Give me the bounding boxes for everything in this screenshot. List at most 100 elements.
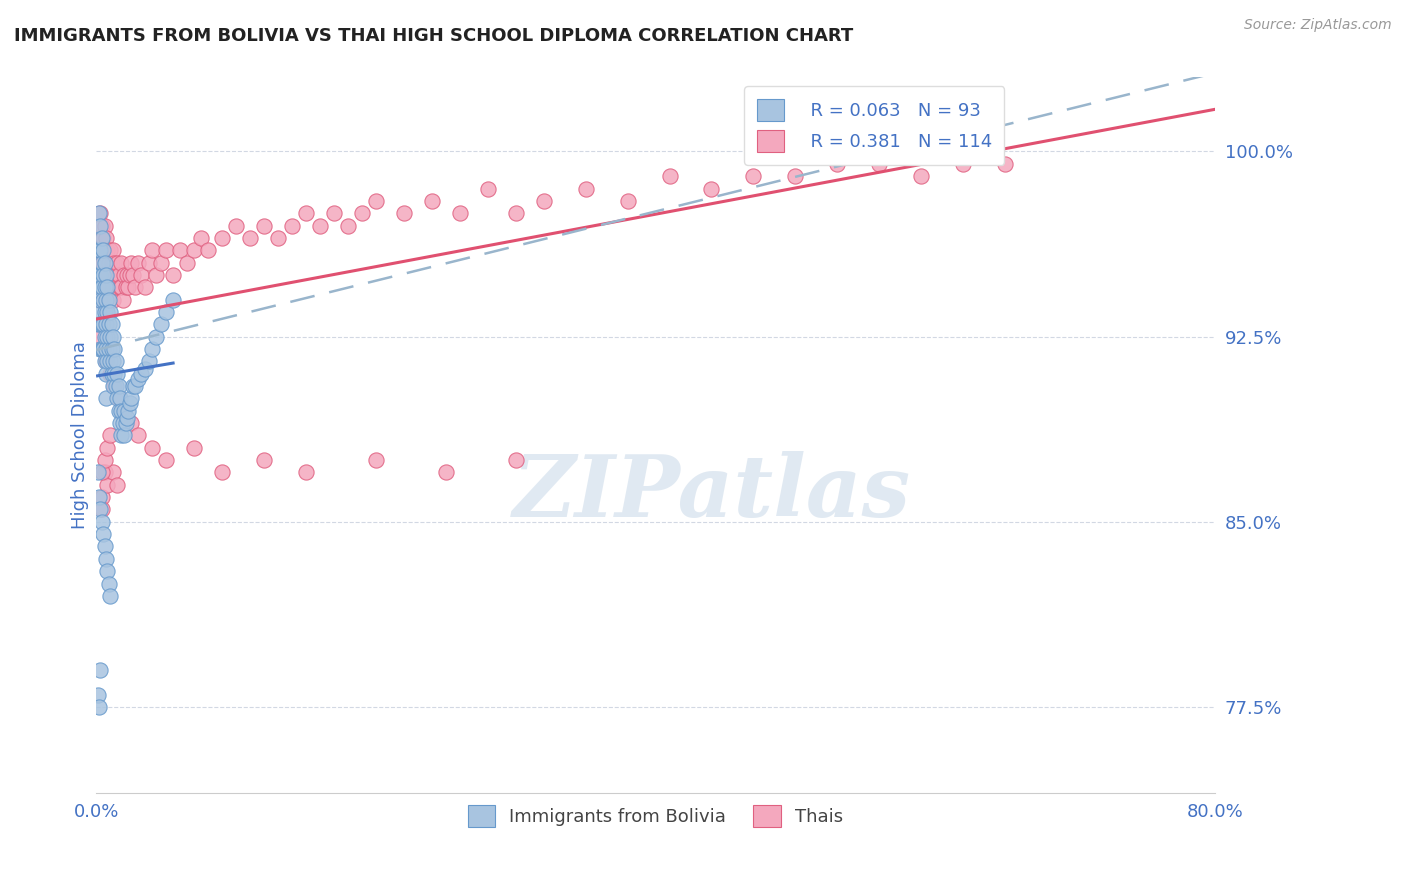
- Point: [98, 367, 121, 381]
- Point: [98, 268, 121, 282]
- Legend: Immigrants from Bolivia, Thais: Immigrants from Bolivia, Thais: [461, 798, 851, 834]
- Point: [149, 255, 172, 269]
- Point: [93, 305, 115, 319]
- Point: [89, 244, 111, 258]
- Point: [112, 403, 135, 417]
- Point: [87, 490, 110, 504]
- Point: [93, 466, 115, 480]
- Point: [96, 477, 118, 491]
- Point: [101, 379, 124, 393]
- Point: [97, 318, 120, 332]
- Point: [107, 268, 129, 282]
- Point: [91, 268, 114, 282]
- Point: [129, 268, 152, 282]
- Point: [93, 540, 115, 554]
- Y-axis label: High School Diploma: High School Diploma: [72, 342, 89, 529]
- Point: [155, 453, 177, 467]
- Point: [127, 428, 149, 442]
- Point: [477, 181, 499, 195]
- Point: [111, 416, 134, 430]
- Point: [90, 280, 112, 294]
- Point: [575, 181, 598, 195]
- Point: [96, 441, 118, 455]
- Point: [90, 342, 112, 356]
- Point: [89, 502, 111, 516]
- Point: [103, 342, 125, 356]
- Point: [420, 194, 443, 208]
- Point: [141, 441, 163, 455]
- Point: [225, 219, 247, 233]
- Point: [162, 268, 184, 282]
- Point: [211, 231, 233, 245]
- Point: [350, 206, 373, 220]
- Point: [101, 354, 124, 368]
- Point: [86, 318, 108, 332]
- Point: [89, 268, 111, 282]
- Point: [197, 244, 219, 258]
- Point: [86, 466, 108, 480]
- Point: [533, 194, 555, 208]
- Point: [211, 466, 233, 480]
- Point: [103, 255, 125, 269]
- Point: [94, 255, 117, 269]
- Point: [97, 280, 120, 294]
- Point: [104, 268, 127, 282]
- Point: [97, 255, 120, 269]
- Point: [134, 280, 156, 294]
- Point: [103, 367, 125, 381]
- Point: [107, 379, 129, 393]
- Point: [103, 379, 125, 393]
- Point: [127, 255, 149, 269]
- Point: [93, 244, 115, 258]
- Point: [90, 231, 112, 245]
- Point: [120, 392, 142, 406]
- Point: [434, 466, 457, 480]
- Point: [91, 231, 114, 245]
- Point: [98, 244, 121, 258]
- Point: [91, 342, 114, 356]
- Point: [98, 329, 121, 343]
- Point: [98, 589, 121, 603]
- Point: [93, 280, 115, 294]
- Point: [89, 219, 111, 233]
- Point: [120, 416, 142, 430]
- Point: [104, 354, 127, 368]
- Point: [253, 453, 276, 467]
- Point: [97, 576, 120, 591]
- Point: [117, 280, 139, 294]
- Point: [700, 181, 723, 195]
- Point: [267, 231, 290, 245]
- Point: [87, 206, 110, 220]
- Point: [96, 564, 118, 578]
- Point: [89, 255, 111, 269]
- Point: [89, 342, 111, 356]
- Point: [100, 280, 122, 294]
- Point: [90, 515, 112, 529]
- Point: [145, 329, 167, 343]
- Point: [91, 293, 114, 307]
- Point: [86, 688, 108, 702]
- Point: [155, 244, 177, 258]
- Point: [309, 219, 332, 233]
- Point: [111, 293, 134, 307]
- Point: [121, 268, 143, 282]
- Point: [96, 329, 118, 343]
- Point: [505, 206, 527, 220]
- Point: [169, 244, 191, 258]
- Point: [94, 231, 117, 245]
- Point: [94, 392, 117, 406]
- Point: [91, 318, 114, 332]
- Point: [827, 157, 849, 171]
- Point: [94, 551, 117, 566]
- Point: [364, 194, 387, 208]
- Point: [90, 255, 112, 269]
- Point: [190, 231, 212, 245]
- Point: [87, 244, 110, 258]
- Point: [91, 342, 114, 356]
- Point: [91, 527, 114, 541]
- Point: [138, 255, 160, 269]
- Point: [112, 403, 135, 417]
- Point: [87, 305, 110, 319]
- Point: [253, 219, 276, 233]
- Point: [101, 329, 124, 343]
